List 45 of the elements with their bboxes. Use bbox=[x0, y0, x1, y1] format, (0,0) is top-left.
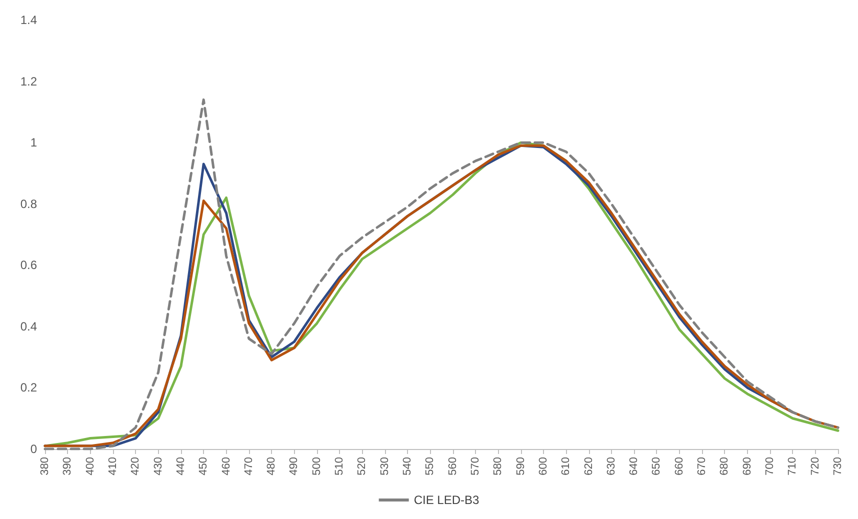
x-tick-label: 480 bbox=[266, 457, 278, 476]
legend-label: CIE LED-B3 bbox=[414, 493, 480, 507]
y-tick-label: 0 bbox=[30, 442, 38, 456]
x-tick-label: 610 bbox=[560, 457, 572, 476]
x-tick-label: 440 bbox=[174, 457, 187, 476]
x-tick-label: 650 bbox=[650, 457, 663, 476]
x-tick-label: 410 bbox=[106, 457, 119, 476]
y-tick-label: 0.2 bbox=[20, 380, 38, 395]
x-tick-label: 600 bbox=[537, 457, 550, 476]
x-tick-label: 620 bbox=[582, 457, 595, 476]
x-tick-label: 460 bbox=[220, 457, 232, 476]
x-tick-label: 490 bbox=[288, 457, 300, 476]
x-tick-label: 630 bbox=[605, 457, 618, 476]
x-tick-label: 690 bbox=[741, 457, 754, 476]
y-tick-label: 1.4 bbox=[20, 13, 38, 27]
x-tick-label: 720 bbox=[809, 457, 822, 476]
x-tick-label: 500 bbox=[310, 457, 323, 476]
x-tick-label: 470 bbox=[242, 457, 255, 476]
y-tick-label: 0.6 bbox=[20, 258, 38, 272]
y-tick-label: 1.2 bbox=[20, 74, 38, 88]
x-tick-label: 680 bbox=[718, 457, 731, 476]
y-tick-label: 0.4 bbox=[20, 319, 38, 334]
x-tick-label: 390 bbox=[62, 457, 74, 476]
x-tick-label: 510 bbox=[334, 457, 346, 476]
x-tick-label: 560 bbox=[446, 457, 459, 476]
x-tick-label: 570 bbox=[469, 457, 482, 476]
x-tick-label: 730 bbox=[832, 457, 844, 476]
x-tick-label: 540 bbox=[402, 457, 414, 476]
x-tick-label: 710 bbox=[786, 457, 799, 476]
x-tick-label: 660 bbox=[673, 457, 686, 476]
y-tick-label: 1 bbox=[30, 136, 38, 150]
x-tick-label: 550 bbox=[424, 457, 436, 476]
x-tick-label: 400 bbox=[84, 457, 96, 476]
x-tick-label: 590 bbox=[514, 457, 527, 476]
x-tick-label: 430 bbox=[152, 457, 164, 476]
x-tick-label: 580 bbox=[492, 457, 504, 476]
x-tick-label: 700 bbox=[764, 457, 776, 476]
y-tick-label: 0.8 bbox=[20, 196, 38, 211]
x-tick-label: 420 bbox=[130, 457, 142, 476]
x-tick-label: 530 bbox=[378, 457, 391, 476]
x-tick-label: 520 bbox=[356, 457, 368, 476]
x-tick-label: 380 bbox=[39, 457, 51, 476]
x-tick-label: 670 bbox=[696, 457, 708, 476]
x-tick-label: 640 bbox=[628, 457, 640, 476]
x-tick-label: 450 bbox=[198, 457, 210, 476]
